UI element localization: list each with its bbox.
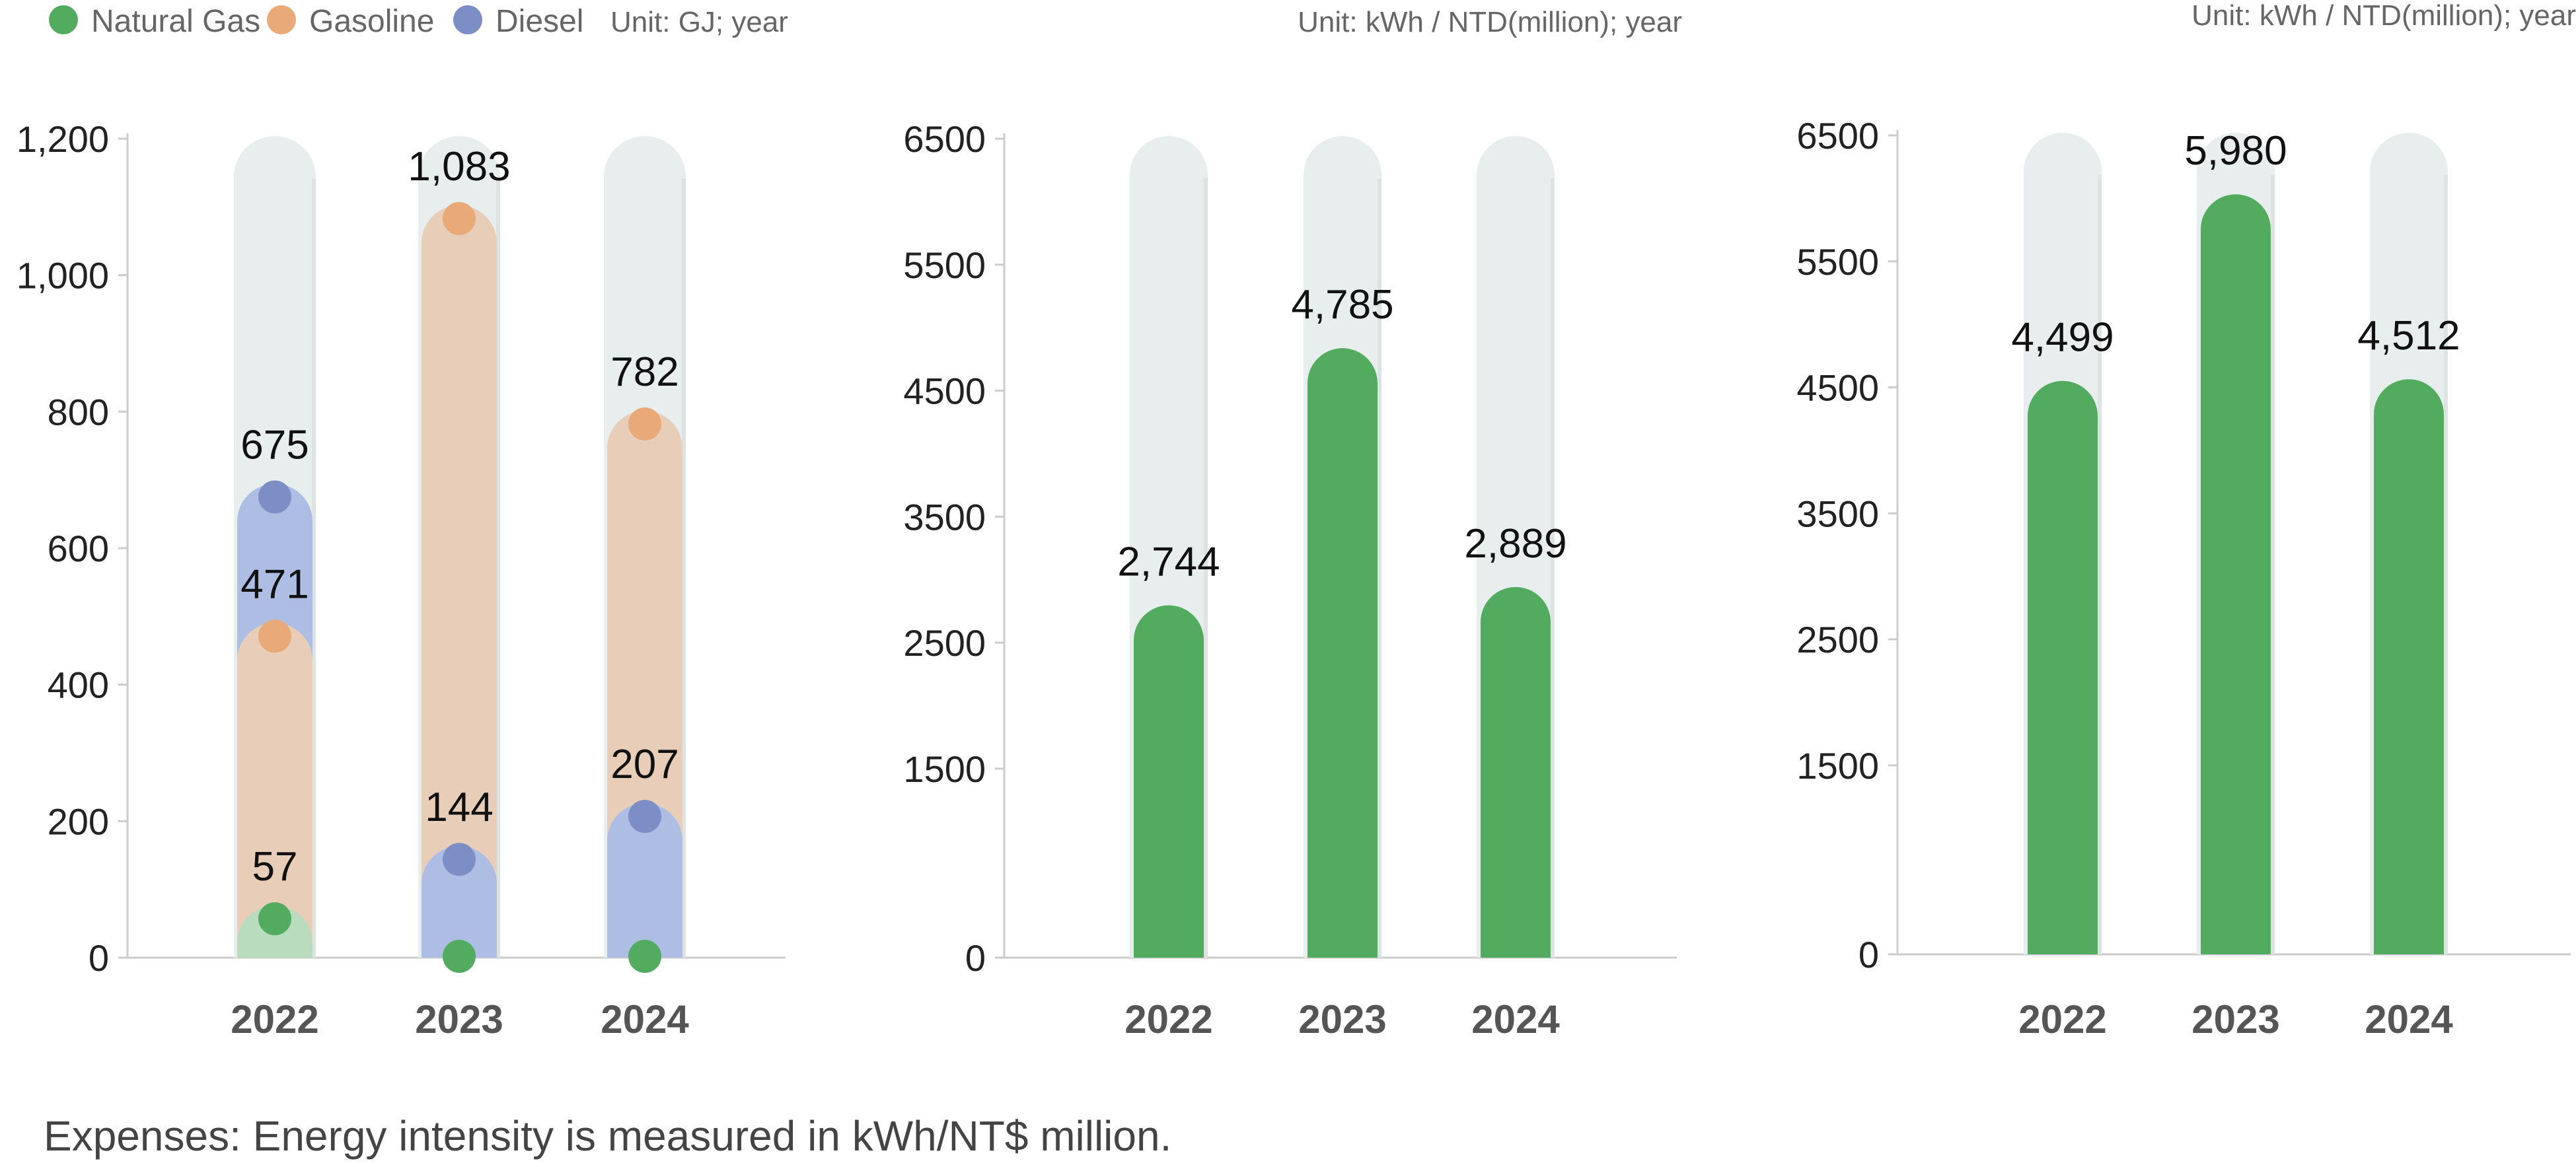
y-tick-label: 2500: [1796, 619, 1879, 660]
bar-track-shade: [682, 178, 686, 958]
charts-layer: 0 200 400 600 800 1,000 1,200 2022 2023 2024 57 471…: [17, 0, 2576, 1042]
y-tick-label: 4500: [1796, 367, 1879, 409]
chart-3-unit-label: Unit: kWh / NTD(million); year: [2191, 0, 2576, 32]
x-tick-label: 2023: [1298, 997, 1386, 1042]
diesel-point: [628, 800, 661, 833]
diesel-bar: [422, 846, 497, 958]
chart-1-unit-label: Unit: GJ; year: [610, 6, 788, 38]
legend-swatch-icon: [267, 5, 296, 34]
gasoline-point: [258, 619, 291, 653]
y-tick-label: 2500: [903, 622, 986, 664]
data-label: 782: [610, 349, 679, 395]
y-tick-label: 6500: [903, 118, 986, 160]
y-tick-label: 0: [1858, 934, 1879, 975]
gasoline-bar: [237, 623, 313, 958]
data-label: 4,512: [2357, 313, 2460, 359]
value-bar: [1481, 586, 1551, 958]
y-tick-label: 200: [48, 800, 109, 842]
gasoline-point: [443, 201, 476, 235]
legend-label: Diesel: [496, 4, 583, 39]
chart-3: 0 1500 2500 3500 4500 5500 6500 Unit: kWh / NTD…: [1796, 0, 2576, 1042]
bar-track-shade: [312, 178, 316, 958]
diesel-bar: [607, 803, 682, 958]
natural-gas-point: [258, 902, 291, 936]
value-bar: [2201, 194, 2271, 955]
gasoline-point: [628, 407, 661, 441]
natural-gas-point: [443, 940, 476, 973]
bar-track-shade: [1204, 178, 1208, 958]
data-label: 4,499: [2011, 315, 2114, 361]
bar-track-shade: [1551, 178, 1555, 958]
data-label: 2,889: [1464, 521, 1566, 567]
legend-item: Diesel: [453, 4, 583, 39]
diesel-point: [443, 843, 476, 876]
value-bar: [1307, 348, 1378, 958]
legend-item: Gasoline: [267, 4, 434, 39]
bar-track-shade: [2444, 175, 2448, 954]
x-tick-label: 2023: [415, 997, 503, 1042]
data-label: 5,980: [2184, 128, 2287, 174]
bar-track-shade: [496, 178, 500, 958]
bar-track-shade: [2098, 175, 2102, 954]
natural-gas-point: [628, 940, 661, 973]
y-tick-label: 4500: [903, 371, 986, 412]
value-bar: [1134, 605, 1204, 958]
x-tick-label: 2024: [601, 997, 689, 1042]
y-tick-label: 3500: [1796, 493, 1879, 534]
y-tick-label: 1,200: [17, 118, 109, 160]
y-tick-label: 400: [48, 664, 109, 706]
chart-1: 0 200 400 600 800 1,000 1,200 2022 2023 2024 57 471…: [17, 118, 786, 1042]
bar-track-shade: [1378, 178, 1381, 958]
footnote: Expenses: Energy intensity is measured i…: [44, 1112, 1171, 1160]
data-label: 57: [252, 844, 298, 890]
y-tick-label: 5500: [1796, 241, 1879, 283]
data-label: 207: [610, 742, 679, 787]
data-label: 144: [425, 785, 493, 830]
data-label: 4,785: [1291, 282, 1393, 328]
chart-2: 0 1500 2500 3500 4500 5500 6500 Unit: kWh / NTD…: [903, 6, 1682, 1042]
legend-item: Natural Gas: [49, 4, 260, 39]
y-tick-label: 1500: [1796, 745, 1879, 787]
value-bar: [2374, 379, 2444, 954]
y-tick-label: 800: [48, 391, 109, 433]
legend-swatch-icon: [49, 5, 78, 34]
y-tick-label: 1500: [903, 748, 986, 790]
x-tick-label: 2024: [1471, 997, 1560, 1042]
diesel-point: [258, 480, 291, 514]
bar-track-shade: [2271, 175, 2275, 954]
data-label: 675: [240, 423, 309, 468]
data-label: 471: [240, 561, 309, 607]
legend-label: Natural Gas: [91, 4, 260, 39]
y-tick-label: 600: [48, 528, 109, 569]
y-tick-label: 0: [89, 937, 109, 979]
y-tick-label: 0: [965, 937, 986, 979]
legend-swatch-icon: [453, 5, 482, 34]
x-tick-label: 2023: [2191, 997, 2279, 1042]
x-tick-label: 2024: [2365, 997, 2453, 1042]
value-bar: [2028, 380, 2098, 954]
legend: Natural Gas Gasoline Diesel Unit: GJ; year: [49, 4, 788, 39]
y-tick-label: 6500: [1796, 115, 1879, 157]
gasoline-bar: [422, 205, 497, 958]
legend-label: Gasoline: [309, 4, 434, 39]
data-label: 1,083: [408, 144, 510, 190]
x-tick-label: 2022: [1124, 997, 1212, 1042]
x-tick-label: 2022: [231, 997, 318, 1042]
x-tick-label: 2022: [2018, 997, 2106, 1042]
y-tick-label: 1,000: [17, 255, 109, 297]
y-tick-label: 3500: [903, 496, 986, 538]
data-label: 2,744: [1117, 540, 1220, 585]
chart-2-unit-label: Unit: kWh / NTD(million); year: [1298, 6, 1682, 38]
y-tick-label: 5500: [903, 244, 986, 286]
